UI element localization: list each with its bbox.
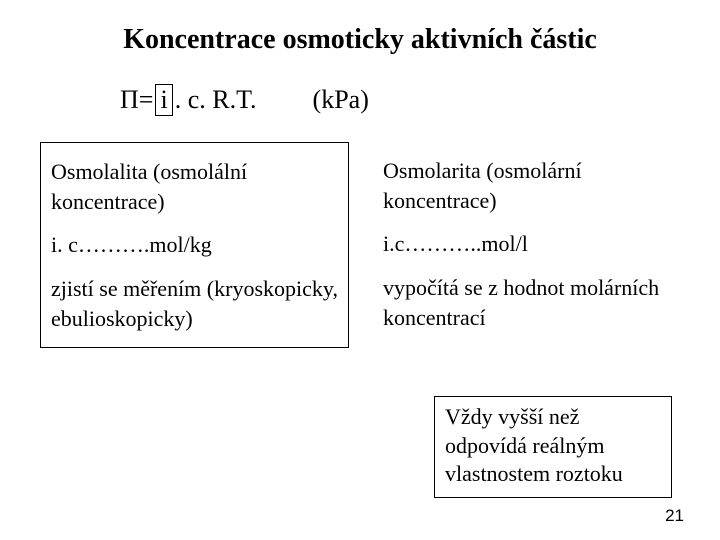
osmolarita-box: Osmolarita (osmolární koncentrace) i.c……… [373, 142, 680, 348]
osmolarita-units: i.c………..mol/l [383, 229, 670, 259]
comparison-columns: Osmolalita (osmolální koncentrace) i. c…… [40, 142, 680, 348]
osmolarita-heading: Osmolarita (osmolární koncentrace) [383, 156, 670, 215]
osmolarita-method: vypočítá se z hodnot molárních koncentra… [383, 273, 670, 332]
equals: = [139, 85, 154, 115]
osmolalita-heading: Osmolalita (osmolální koncentrace) [51, 157, 338, 216]
pi-symbol: Π [120, 85, 139, 115]
note-text: Vždy vyšší než odpovídá reálným vlastnos… [445, 404, 623, 486]
slide: Koncentrace osmoticky aktivních částic Π… [0, 0, 720, 540]
page-number: 21 [665, 506, 684, 526]
slide-title: Koncentrace osmoticky aktivních částic [40, 24, 680, 56]
note-box: Vždy vyšší než odpovídá reálným vlastnos… [434, 396, 672, 498]
formula-row: Π = i . c. R.T. (kPa) [120, 84, 680, 116]
osmolalita-box: Osmolalita (osmolální koncentrace) i. c…… [40, 142, 349, 348]
osmolalita-method: zjistí se měřením (kryoskopicky, ebulios… [51, 274, 338, 333]
osmolalita-units: i. c……….mol/kg [51, 230, 338, 260]
formula-unit: (kPa) [313, 85, 369, 115]
formula-rest: . c. R.T. [175, 85, 257, 115]
boxed-i: i [155, 84, 172, 116]
